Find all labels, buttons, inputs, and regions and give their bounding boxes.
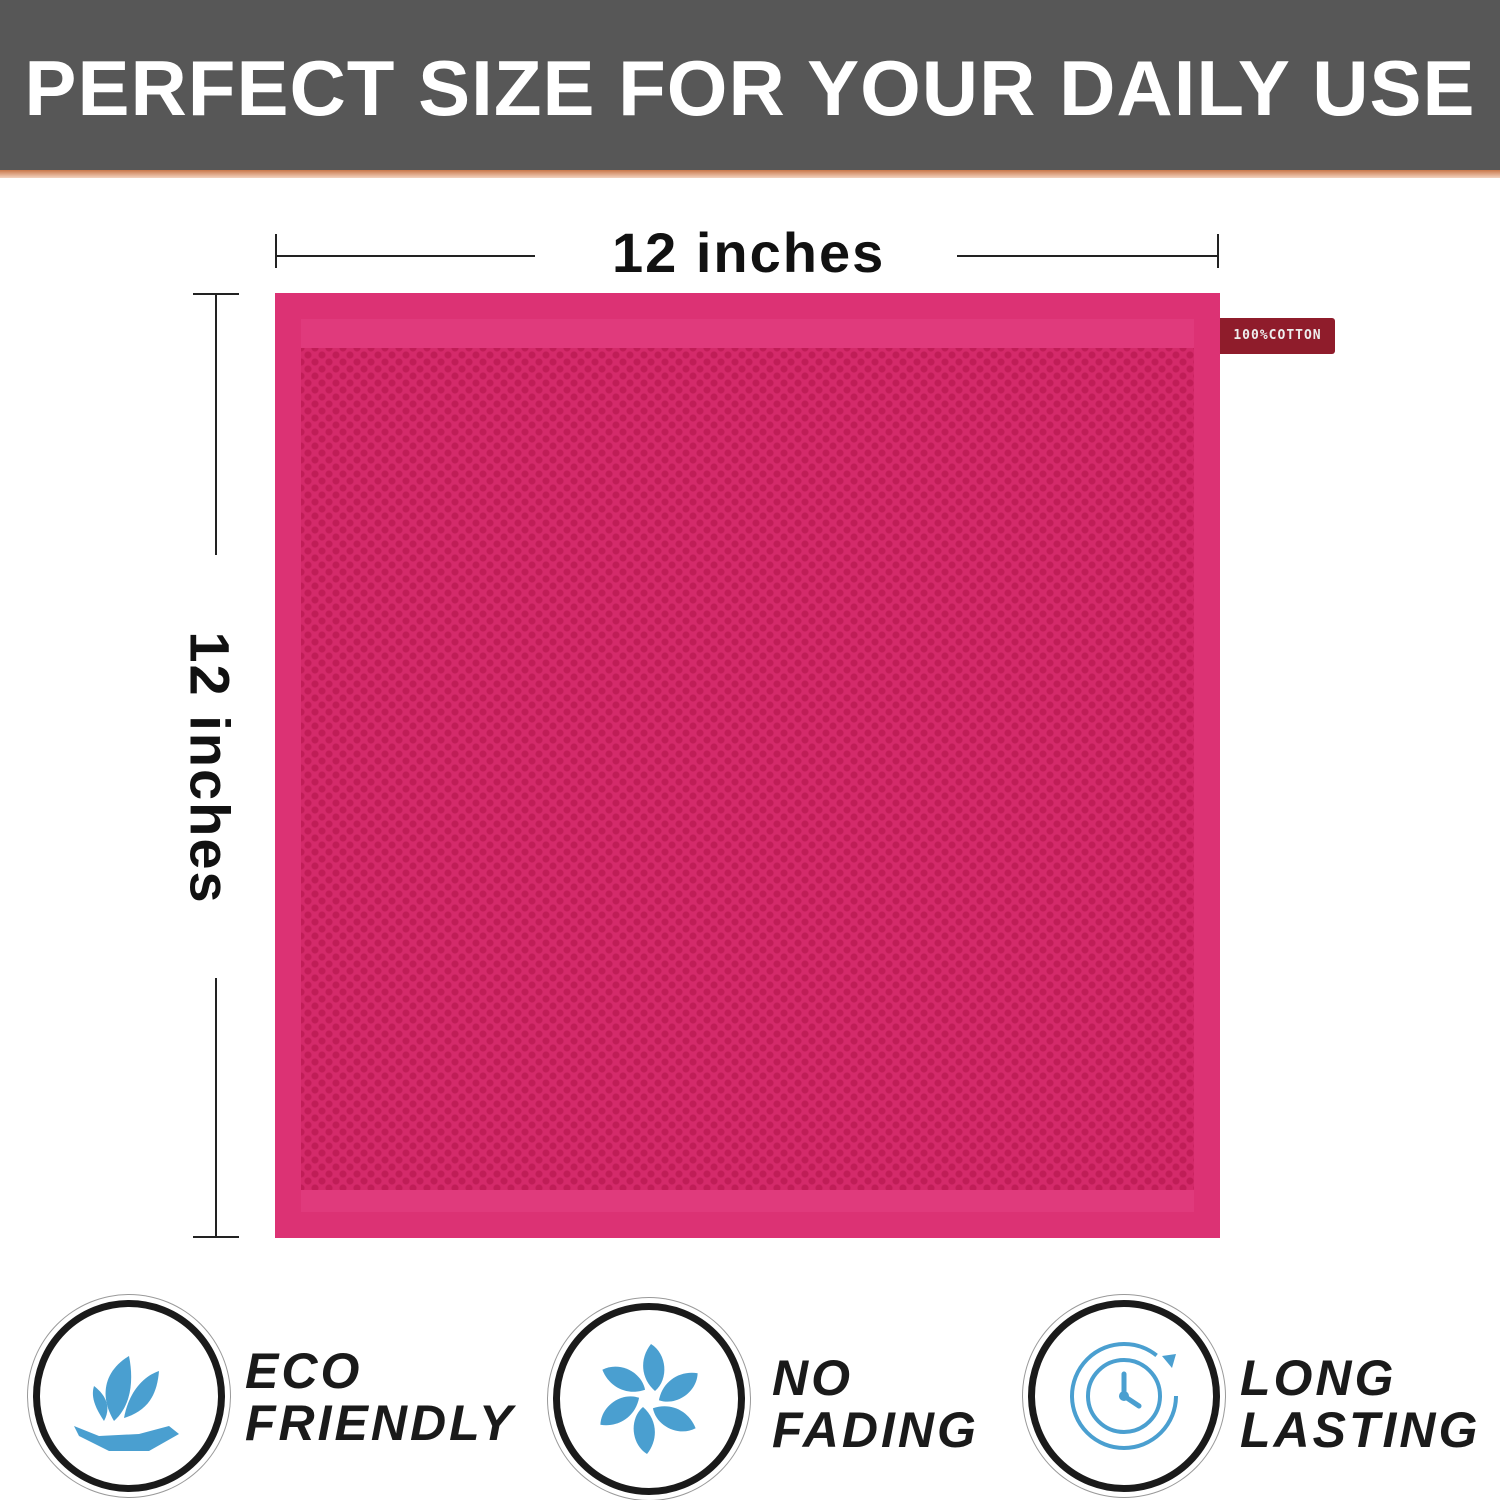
cotton-tag: 100%COTTON: [1220, 318, 1335, 354]
pinwheel-icon: [593, 1344, 705, 1454]
towel-image: [275, 293, 1220, 1238]
width-label: 12 inches: [612, 221, 886, 284]
feature-line: FRIENDLY: [245, 1395, 516, 1451]
feature-line: LASTING: [1240, 1402, 1481, 1458]
feature-line: LONG: [1240, 1350, 1397, 1406]
long-lasting-badge: [1028, 1300, 1220, 1492]
header-banner: [0, 0, 1500, 172]
eco-badge: [33, 1300, 225, 1492]
height-tick-top: [193, 293, 239, 295]
feature-line: FADING: [772, 1402, 979, 1458]
waffle-weave: [301, 348, 1194, 1190]
clock-cycle-icon: [1070, 1342, 1178, 1450]
width-tick-right: [1217, 234, 1219, 268]
hand-leaf-icon: [74, 1356, 179, 1451]
width-tick-left: [275, 234, 277, 268]
height-line-top: [215, 293, 217, 555]
feature-line: ECO: [245, 1343, 363, 1399]
feature-eco: ECO FRIENDLY: [245, 1345, 515, 1449]
no-fading-badge: [553, 1303, 745, 1495]
banner-divider: [0, 170, 1500, 178]
width-line-right: [957, 255, 1219, 257]
width-line-left: [275, 255, 535, 257]
feature-line: NO: [772, 1350, 853, 1406]
feature-no-fading: NO FADING: [772, 1352, 979, 1456]
feature-long-lasting: LONG LASTING: [1240, 1352, 1480, 1456]
height-tick-bottom: [193, 1236, 239, 1238]
height-line-bottom: [215, 978, 217, 1238]
page-title: PERFECT SIZE FOR YOUR DAILY USE: [24, 44, 1476, 132]
height-label: 12 inches: [178, 631, 242, 905]
